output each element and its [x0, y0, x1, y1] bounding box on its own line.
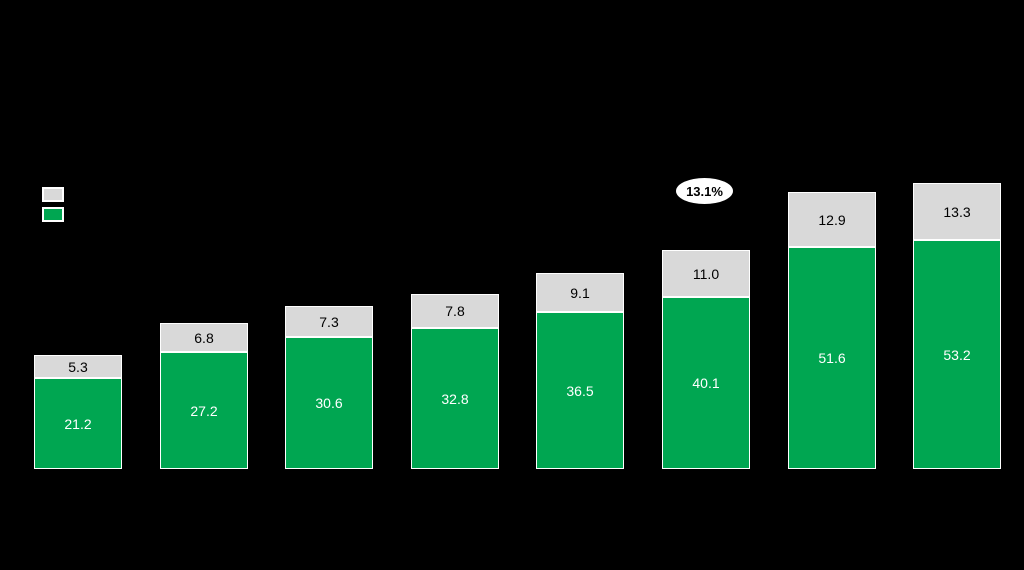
bar-segment-gray: 5.3: [34, 355, 122, 378]
legend-swatch-gray-icon: [42, 187, 64, 202]
bar-segment-gray: 7.8: [411, 294, 499, 328]
bar-value-label-gray: 7.8: [445, 303, 465, 319]
legend-swatch-green-icon: [42, 207, 64, 222]
bar-segment-gray: 13.3: [913, 183, 1001, 240]
cagr-annotation-ellipse: 13.1%: [676, 178, 733, 204]
bar-segment-gray: 12.9: [788, 192, 876, 247]
bar-segment-gray: 11.0: [662, 250, 750, 297]
bar-segment-green: 32.8: [411, 328, 499, 469]
bar-segment-green: 36.5: [536, 312, 624, 469]
bar-group: 9.1 36.5: [536, 273, 624, 469]
bar-segment-green: 53.2: [913, 240, 1001, 469]
bar-value-label-gray: 5.3: [68, 358, 88, 375]
bar-value-label-gray: 12.9: [818, 211, 846, 228]
bar-group: 7.3 30.6: [285, 306, 373, 469]
bar-value-label-gray: 7.3: [319, 313, 339, 330]
bar-value-label-green: 30.6: [315, 395, 343, 411]
bar-value-label-green: 32.8: [441, 390, 469, 407]
bar-group: 11.0 40.1: [662, 250, 750, 469]
bar-group: 5.3 21.2: [34, 355, 122, 469]
bar-segment-gray: 6.8: [160, 323, 248, 352]
bar-group: 7.8 32.8: [411, 294, 499, 469]
bar-value-label-green: 51.6: [818, 350, 846, 366]
bar-value-label-green: 27.2: [190, 402, 218, 419]
bar-value-label-gray: 9.1: [570, 284, 590, 301]
bar-value-label-green: 36.5: [566, 382, 594, 399]
bar-group: 13.3 53.2: [913, 183, 1001, 469]
bar-segment-green: 21.2: [34, 378, 122, 469]
bar-segment-green: 51.6: [788, 247, 876, 469]
bar-value-label-green: 53.2: [943, 346, 971, 363]
bar-group: 6.8 27.2: [160, 323, 248, 469]
bar-value-label-gray: 13.3: [943, 203, 971, 220]
bar-value-label-gray: 6.8: [194, 329, 214, 346]
bar-segment-green: 40.1: [662, 297, 750, 469]
bar-segment-green: 27.2: [160, 352, 248, 469]
bar-segment-gray: 7.3: [285, 306, 373, 337]
bar-value-label-green: 21.2: [64, 415, 92, 432]
cagr-annotation-text: 13.1%: [686, 183, 723, 199]
bar-group: 12.9 51.6: [788, 192, 876, 469]
bar-segment-gray: 9.1: [536, 273, 624, 312]
bar-value-label-gray: 11.0: [692, 265, 720, 282]
bar-value-label-green: 40.1: [692, 375, 720, 391]
bar-segment-green: 30.6: [285, 337, 373, 469]
